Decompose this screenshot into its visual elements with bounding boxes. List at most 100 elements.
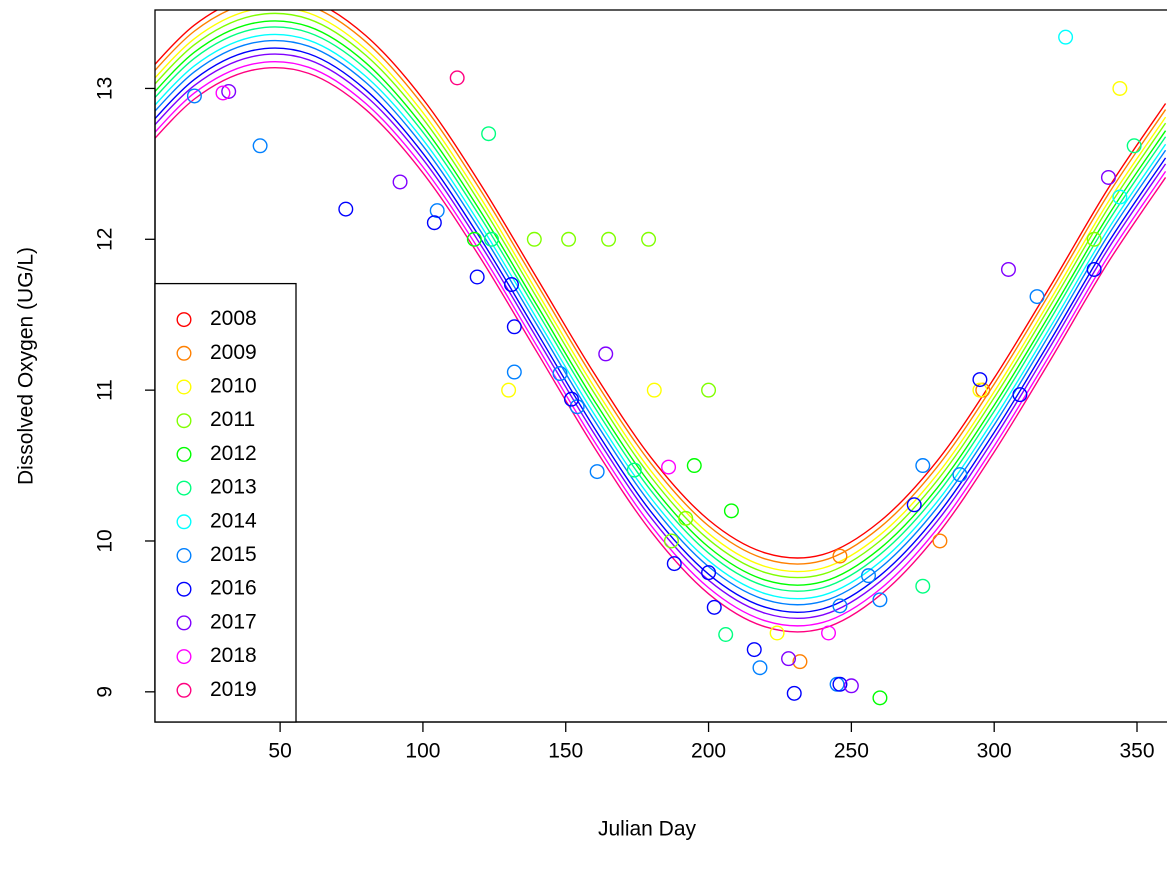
point bbox=[1000, 261, 1016, 277]
fit-curve bbox=[155, 20, 1167, 586]
point bbox=[601, 231, 617, 247]
x-tick-label: 50 bbox=[268, 740, 291, 763]
point bbox=[1086, 261, 1102, 277]
point bbox=[718, 627, 734, 643]
legend: 2008 2009 2010 2011 2012 2013 2014 2015 2016 2017… bbox=[154, 282, 297, 723]
legend-marker bbox=[176, 548, 192, 564]
fit-curves bbox=[155, 10, 1167, 633]
fit-curve bbox=[155, 66, 1167, 633]
point bbox=[832, 598, 848, 614]
x-tick-label: 300 bbox=[977, 740, 1012, 763]
legend-marker bbox=[176, 615, 192, 631]
y-tick-label: 12 bbox=[94, 228, 117, 251]
fit-curve bbox=[155, 39, 1167, 606]
point bbox=[821, 625, 837, 641]
point bbox=[915, 458, 931, 474]
fit-curve bbox=[155, 33, 1167, 600]
point bbox=[1100, 169, 1116, 185]
point bbox=[972, 372, 988, 388]
point bbox=[769, 625, 785, 641]
point bbox=[449, 70, 465, 86]
point bbox=[1126, 138, 1142, 154]
point bbox=[1112, 189, 1128, 205]
point bbox=[429, 203, 445, 219]
point bbox=[392, 174, 408, 190]
legend-marker bbox=[176, 682, 192, 698]
legend-label: 2011 bbox=[210, 408, 255, 431]
legend-label: 2016 bbox=[210, 577, 257, 600]
x-axis-title: Julian Day bbox=[598, 818, 697, 841]
legend-label: 2012 bbox=[210, 442, 257, 465]
point bbox=[701, 565, 717, 581]
fit-curve bbox=[155, 12, 1167, 579]
fit-curve bbox=[155, 10, 1167, 573]
fit-curve bbox=[155, 60, 1167, 627]
fit-curve bbox=[155, 53, 1167, 619]
y-axis-title: Dissolved Oxygen (UG/L) bbox=[15, 247, 38, 485]
point bbox=[1086, 231, 1102, 247]
legend-marker bbox=[176, 413, 192, 429]
point bbox=[792, 654, 808, 670]
point bbox=[661, 459, 677, 475]
fit-curve bbox=[155, 10, 1167, 565]
points bbox=[186, 29, 1142, 706]
point bbox=[221, 83, 237, 99]
point bbox=[786, 685, 802, 701]
legend-label: 2018 bbox=[210, 644, 257, 667]
point bbox=[252, 138, 268, 154]
point bbox=[686, 458, 702, 474]
fit-curve bbox=[155, 10, 1167, 559]
point bbox=[1029, 289, 1045, 305]
point bbox=[872, 592, 888, 608]
legend-label: 2017 bbox=[210, 610, 257, 633]
y-tick-label: 13 bbox=[94, 77, 117, 100]
point bbox=[506, 364, 522, 380]
point bbox=[483, 231, 499, 247]
point bbox=[526, 231, 542, 247]
legend-label: 2015 bbox=[210, 543, 257, 566]
point bbox=[752, 660, 768, 676]
legend-label: 2008 bbox=[210, 307, 257, 330]
point bbox=[932, 533, 948, 549]
point bbox=[843, 678, 859, 694]
point bbox=[952, 467, 968, 483]
point bbox=[701, 382, 717, 398]
point bbox=[426, 215, 442, 231]
point bbox=[972, 382, 988, 398]
point bbox=[663, 533, 679, 549]
fit-curve bbox=[155, 26, 1167, 592]
point bbox=[338, 201, 354, 217]
point bbox=[666, 556, 682, 572]
legend-marker bbox=[176, 312, 192, 328]
point bbox=[589, 464, 605, 480]
point bbox=[678, 510, 694, 526]
x-tick-label: 350 bbox=[1119, 740, 1154, 763]
point bbox=[706, 599, 722, 615]
legend-marker bbox=[176, 379, 192, 395]
point bbox=[746, 642, 762, 658]
x-tick-label: 150 bbox=[548, 740, 583, 763]
point bbox=[1058, 29, 1074, 45]
point bbox=[561, 231, 577, 247]
point bbox=[781, 651, 797, 667]
point bbox=[829, 676, 845, 692]
point bbox=[1012, 387, 1028, 403]
point bbox=[598, 346, 614, 362]
point bbox=[626, 462, 642, 478]
legend-label: 2019 bbox=[210, 678, 257, 701]
point bbox=[469, 269, 485, 285]
point bbox=[832, 676, 848, 692]
point bbox=[1112, 80, 1128, 96]
legend-label: 2013 bbox=[210, 476, 257, 499]
point bbox=[552, 366, 568, 382]
point bbox=[906, 497, 922, 513]
legend-marker bbox=[176, 345, 192, 361]
point bbox=[723, 503, 739, 519]
point bbox=[646, 382, 662, 398]
point bbox=[481, 126, 497, 142]
fit-curve bbox=[155, 47, 1167, 613]
point bbox=[215, 85, 231, 101]
point bbox=[506, 319, 522, 335]
legend-marker bbox=[176, 649, 192, 665]
